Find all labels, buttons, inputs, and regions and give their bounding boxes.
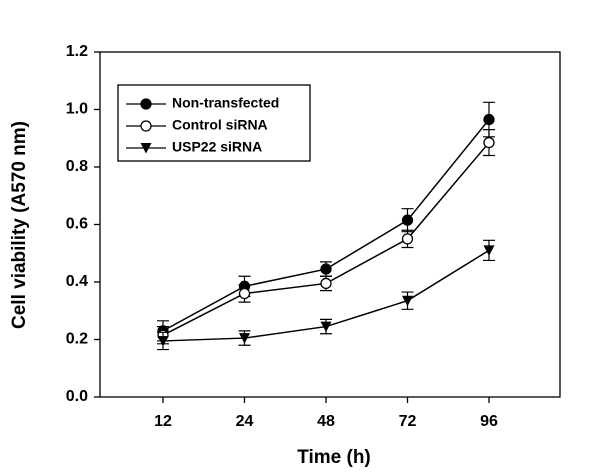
marker bbox=[401, 233, 414, 245]
x-tick-label: 72 bbox=[399, 413, 417, 430]
y-tick-label: 0.8 bbox=[66, 158, 88, 175]
marker bbox=[238, 287, 251, 300]
marker bbox=[239, 333, 250, 344]
marker bbox=[483, 136, 495, 149]
x-tick-label: 24 bbox=[236, 413, 254, 430]
y-tick-label: 1.0 bbox=[66, 101, 88, 118]
y-tick-label: 0.4 bbox=[66, 273, 88, 290]
x-tick-label: 12 bbox=[154, 413, 172, 430]
legend-label: USP22 siRNA bbox=[172, 139, 262, 155]
x-tick-label: 96 bbox=[480, 413, 498, 430]
legend-marker bbox=[140, 120, 152, 132]
x-axis-label: Time (h) bbox=[297, 447, 371, 468]
marker bbox=[483, 245, 495, 256]
x-tick-label: 48 bbox=[317, 413, 335, 430]
legend-marker bbox=[140, 98, 152, 110]
marker bbox=[320, 321, 332, 333]
legend-label: Control siRNA bbox=[172, 117, 268, 133]
legend-marker bbox=[140, 143, 152, 154]
marker bbox=[402, 295, 413, 307]
series-line bbox=[162, 142, 490, 336]
marker bbox=[320, 263, 332, 275]
y-axis-label: Cell viability (A570 nm) bbox=[9, 121, 30, 329]
legend-label: Non-transfected bbox=[172, 95, 279, 111]
y-tick-label: 0.0 bbox=[66, 388, 88, 405]
marker bbox=[401, 214, 414, 226]
marker bbox=[320, 277, 332, 290]
y-tick-label: 0.6 bbox=[66, 216, 88, 233]
marker bbox=[483, 113, 495, 126]
y-tick-label: 1.2 bbox=[66, 43, 88, 60]
y-tick-label: 0.2 bbox=[66, 331, 88, 348]
marker bbox=[157, 335, 169, 347]
